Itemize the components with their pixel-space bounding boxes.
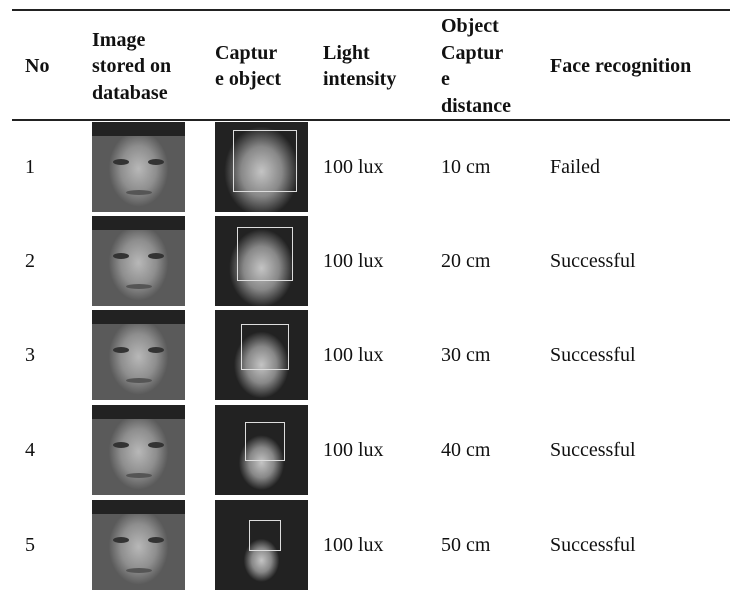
hair: [92, 122, 185, 136]
mouth: [126, 190, 152, 195]
mouth: [126, 378, 152, 383]
mouth: [126, 568, 152, 573]
cell-text: 100 lux: [323, 535, 384, 555]
cell-text: 3: [25, 345, 35, 365]
header-text: Face recognition: [550, 56, 691, 76]
eye: [148, 253, 164, 259]
header-text: e: [441, 69, 450, 89]
cell-text: 100 lux: [323, 440, 384, 460]
eye: [113, 159, 129, 165]
eye: [113, 537, 129, 543]
cell-text: Successful: [550, 345, 636, 365]
hair: [92, 500, 185, 514]
header-text: Captur: [215, 43, 277, 63]
detect-box: [237, 227, 293, 281]
eye: [113, 253, 129, 259]
cell-text: 100 lux: [323, 251, 384, 271]
eye: [113, 442, 129, 448]
mouth: [126, 473, 152, 478]
hair: [92, 405, 185, 419]
cell-text: Successful: [550, 251, 636, 271]
header-text: intensity: [323, 69, 396, 89]
eye: [148, 537, 164, 543]
detect-box: [233, 130, 297, 192]
header-rule: [12, 119, 730, 121]
header-text: Light: [323, 43, 370, 63]
detect-box: [241, 324, 289, 370]
cell-text: 1: [25, 157, 35, 177]
cell-text: 5: [25, 535, 35, 555]
header-text: distance: [441, 96, 511, 116]
cell-text: 2: [25, 251, 35, 271]
top-rule: [12, 9, 730, 11]
header-text: Object: [441, 16, 499, 36]
header-text: e object: [215, 69, 281, 89]
cell-text: 50 cm: [441, 535, 490, 555]
cell-text: Successful: [550, 440, 636, 460]
cell-text: 20 cm: [441, 251, 490, 271]
page: No Image stored on database Captur e object Li…: [0, 0, 740, 588]
eye: [148, 159, 164, 165]
hair: [92, 310, 185, 324]
header-text: Captur: [441, 43, 503, 63]
eye: [148, 442, 164, 448]
cell-text: 4: [25, 440, 35, 460]
header-text: stored on: [92, 56, 171, 76]
header-text: No: [25, 56, 49, 76]
cell-text: Failed: [550, 157, 600, 177]
header-text: Image: [92, 30, 145, 50]
cell-text: 30 cm: [441, 345, 490, 365]
hair: [92, 216, 185, 230]
detect-box: [245, 422, 285, 461]
cell-text: 100 lux: [323, 157, 384, 177]
eye: [148, 347, 164, 353]
eye: [113, 347, 129, 353]
cell-text: Successful: [550, 535, 636, 555]
cell-text: 100 lux: [323, 345, 384, 365]
mouth: [126, 284, 152, 289]
cell-text: 10 cm: [441, 157, 490, 177]
header-text: database: [92, 83, 168, 103]
cell-text: 40 cm: [441, 440, 490, 460]
detect-box: [249, 520, 281, 551]
